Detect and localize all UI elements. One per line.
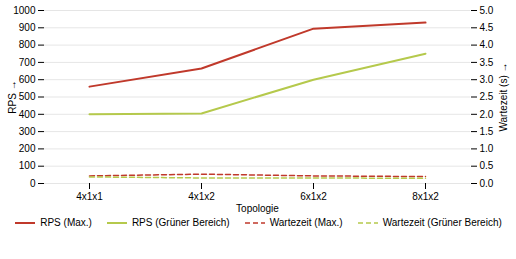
svg-text:4x1x1: 4x1x1	[76, 191, 103, 202]
svg-text:500: 500	[19, 91, 36, 102]
svg-text:300: 300	[19, 126, 36, 137]
svg-text:100: 100	[19, 160, 36, 171]
svg-text:Topologie: Topologie	[236, 203, 279, 214]
svg-text:1.5: 1.5	[480, 126, 494, 137]
html-text:Wartezeit (Max.): Wartezeit (Max.)	[269, 217, 343, 228]
svg-text:700: 700	[19, 57, 36, 68]
svg-text:4.5: 4.5	[480, 22, 494, 33]
svg-text:0: 0	[30, 178, 36, 189]
svg-text:1000: 1000	[13, 5, 36, 16]
svg-text:800: 800	[19, 39, 36, 50]
svg-text:RPS →: RPS →	[7, 80, 18, 113]
html-text:Wartezeit (Grüner Bereich): Wartezeit (Grüner Bereich)	[382, 217, 502, 228]
svg-text:400: 400	[19, 109, 36, 120]
svg-text:2.0: 2.0	[480, 109, 494, 120]
svg-text:900: 900	[19, 22, 36, 33]
html-text:RPS (Max.): RPS (Max.)	[40, 217, 92, 228]
svg-text:1.0: 1.0	[480, 143, 494, 154]
svg-text:0.5: 0.5	[480, 160, 494, 171]
svg-text:200: 200	[19, 143, 36, 154]
svg-text:3.5: 3.5	[480, 57, 494, 68]
svg-text:5.0: 5.0	[480, 5, 494, 16]
svg-text:8x1x2: 8x1x2	[412, 191, 439, 202]
svg-text:4.0: 4.0	[480, 39, 494, 50]
svg-text:0.0: 0.0	[480, 178, 494, 189]
svg-text:3.0: 3.0	[480, 74, 494, 85]
html-text:RPS (Grüner Bereich): RPS (Grüner Bereich)	[131, 217, 230, 228]
svg-text:Wartezeit (s) →: Wartezeit (s) →	[498, 62, 509, 131]
svg-text:6x1x2: 6x1x2	[300, 191, 327, 202]
svg-text:600: 600	[19, 74, 36, 85]
svg-text:2.5: 2.5	[480, 91, 494, 102]
svg-text:4x1x2: 4x1x2	[188, 191, 215, 202]
